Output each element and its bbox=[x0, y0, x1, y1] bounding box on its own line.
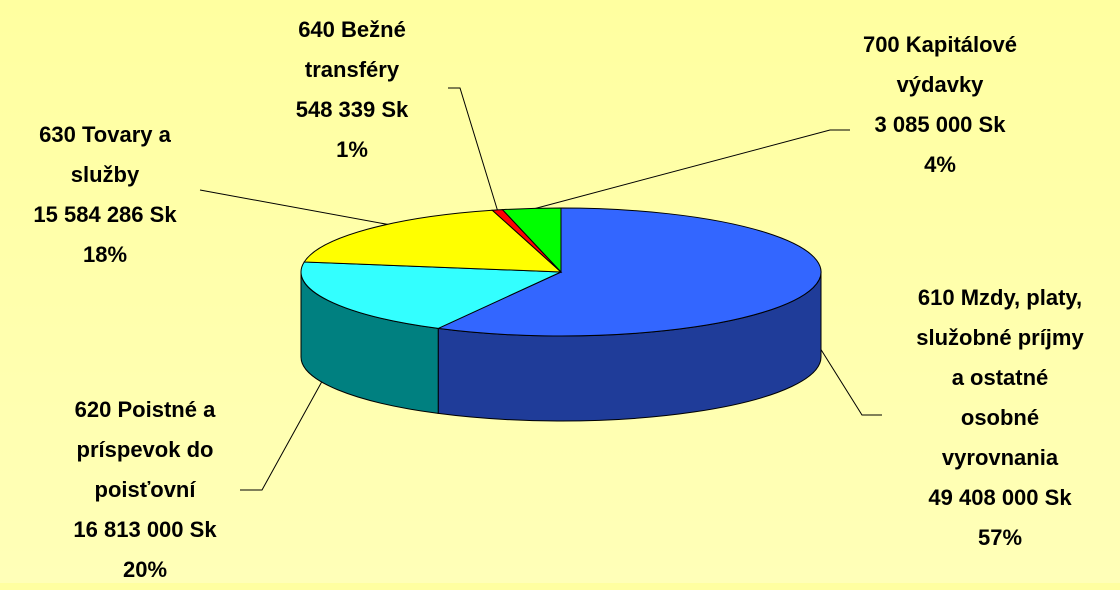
data-label: 640 Bežné transféry 548 339 Sk 1% bbox=[202, 10, 502, 170]
percent-label: 57% bbox=[977, 525, 1023, 550]
category-label: 640 Bežné transféry bbox=[298, 17, 406, 82]
data-label: 620 Poistné a príspevok do poisťovní 16 8… bbox=[0, 390, 295, 590]
pie-slice bbox=[501, 207, 562, 274]
value-label: 15 584 286 Sk bbox=[33, 202, 177, 227]
data-label: 700 Kapitálové výdavky 3 085 000 Sk 4% bbox=[790, 25, 1090, 185]
value-label: 16 813 000 Sk bbox=[73, 517, 217, 542]
value-label: 49 408 000 Sk bbox=[928, 485, 1072, 510]
percent-label: 1% bbox=[336, 137, 368, 162]
leader-line bbox=[448, 87, 499, 213]
value-label: 548 339 Sk bbox=[295, 97, 409, 122]
category-label: 610 Mzdy, platy, služobné príjmy a ostat… bbox=[916, 285, 1084, 470]
leader-line bbox=[240, 355, 337, 491]
pie-slice bbox=[300, 261, 562, 329]
percent-label: 20% bbox=[122, 557, 168, 582]
leader-line bbox=[521, 129, 850, 213]
category-label: 620 Poistné a príspevok do poisťovní bbox=[74, 397, 216, 502]
category-label: 630 Tovary a služby bbox=[39, 122, 171, 187]
leader-lines bbox=[199, 87, 882, 491]
data-label: 610 Mzdy, platy, služobné príjmy a ostat… bbox=[850, 278, 1120, 558]
pie bbox=[300, 207, 822, 422]
pie-slice bbox=[436, 207, 822, 337]
pie-slice bbox=[303, 209, 563, 273]
value-label: 3 085 000 Sk bbox=[874, 112, 1006, 137]
percent-label: 18% bbox=[82, 242, 128, 267]
data-label: 630 Tovary a služby 15 584 286 Sk 18% bbox=[0, 115, 255, 275]
percent-label: 4% bbox=[924, 152, 956, 177]
leader-line bbox=[814, 339, 882, 416]
category-label: 700 Kapitálové výdavky bbox=[862, 32, 1018, 97]
